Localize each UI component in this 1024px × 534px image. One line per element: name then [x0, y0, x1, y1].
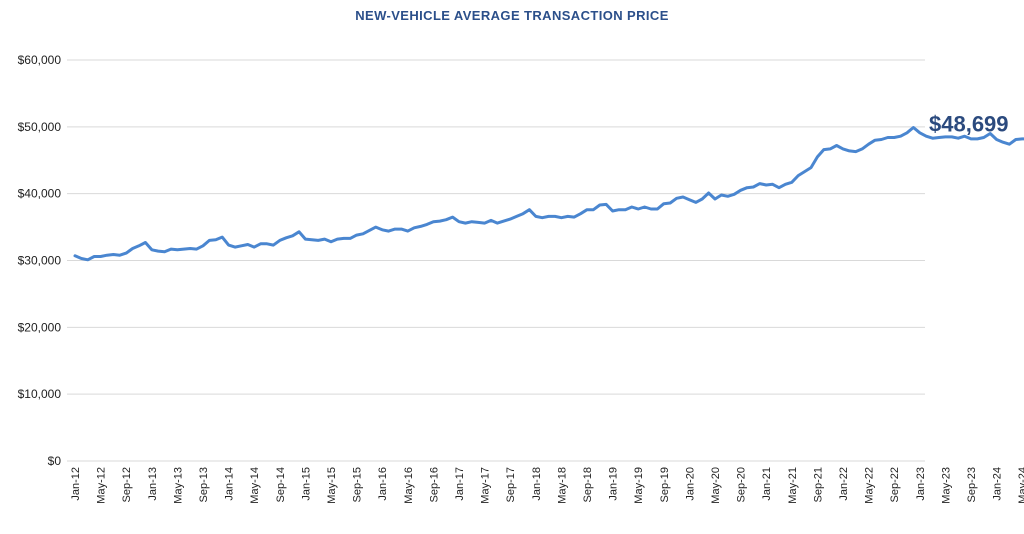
- x-tick-label: Sep-22: [889, 467, 901, 502]
- chart-title: NEW-VEHICLE AVERAGE TRANSACTION PRICE: [355, 8, 669, 23]
- x-tick-label: Jan-19: [608, 467, 620, 501]
- x-tick-label: May-24: [1017, 467, 1024, 504]
- x-tick-label: May-13: [172, 467, 184, 504]
- series-layer: [73, 126, 1024, 262]
- x-tick-label: Jan-14: [224, 467, 236, 501]
- y-tick-label: $40,000: [18, 187, 62, 201]
- x-axis-tick-labels: Jan-12 May-12 Sep-12 Jan-13 May-13 Sep-13 Jan-…: [70, 467, 1024, 504]
- x-tick-label: Jan-18: [531, 467, 543, 501]
- x-tick-label: Sep-15: [352, 467, 364, 502]
- last-value-label: $48,699: [929, 112, 1009, 137]
- y-tick-label: $20,000: [18, 320, 62, 334]
- x-tick-label: May-12: [96, 467, 108, 504]
- x-tick-label: Jan-23: [915, 467, 927, 501]
- x-tick-label: May-21: [787, 467, 799, 504]
- x-tick-label: Jan-12: [70, 467, 82, 501]
- x-tick-label: Jan-20: [684, 467, 696, 501]
- annotations: $48,699: [929, 112, 1009, 137]
- x-tick-label: Jan-13: [147, 467, 159, 501]
- x-tick-label: May-23: [940, 467, 952, 504]
- y-tick-label: $50,000: [18, 120, 62, 134]
- x-tick-label: May-15: [326, 467, 338, 504]
- x-tick-label: Sep-13: [198, 467, 210, 502]
- x-tick-label: Jan-22: [838, 467, 850, 501]
- price-series-line: [73, 126, 1024, 262]
- x-tick-label: Sep-20: [736, 467, 748, 502]
- x-tick-label: May-16: [403, 467, 415, 504]
- x-tick-label: Sep-18: [582, 467, 594, 502]
- x-tick-label: May-19: [633, 467, 645, 504]
- x-tick-label: Sep-12: [121, 467, 133, 502]
- x-tick-label: May-17: [480, 467, 492, 504]
- x-tick-label: Jan-17: [454, 467, 466, 501]
- y-tick-label: $30,000: [18, 254, 62, 268]
- x-tick-label: May-18: [556, 467, 568, 504]
- x-tick-label: Sep-17: [505, 467, 517, 502]
- x-tick-label: May-22: [864, 467, 876, 504]
- x-tick-label: Jan-21: [761, 467, 773, 501]
- y-tick-label: $0: [48, 454, 62, 468]
- x-tick-label: Jan-16: [377, 467, 389, 501]
- x-tick-label: Jan-24: [992, 467, 1004, 501]
- x-tick-label: May-14: [249, 467, 261, 504]
- x-tick-label: Sep-19: [659, 467, 671, 502]
- y-axis-tick-labels: $0 $10,000 $20,000 $30,000 $40,000 $50,000 $60…: [18, 53, 62, 468]
- gridlines: [67, 59, 925, 462]
- x-tick-label: Jan-15: [300, 467, 312, 501]
- x-tick-label: Sep-23: [966, 467, 978, 502]
- y-tick-label: $10,000: [18, 387, 62, 401]
- x-tick-label: May-20: [710, 467, 722, 504]
- x-tick-label: Sep-21: [812, 467, 824, 502]
- y-tick-label: $60,000: [18, 53, 62, 67]
- x-tick-label: Sep-16: [428, 467, 440, 502]
- x-tick-label: Sep-14: [275, 467, 287, 502]
